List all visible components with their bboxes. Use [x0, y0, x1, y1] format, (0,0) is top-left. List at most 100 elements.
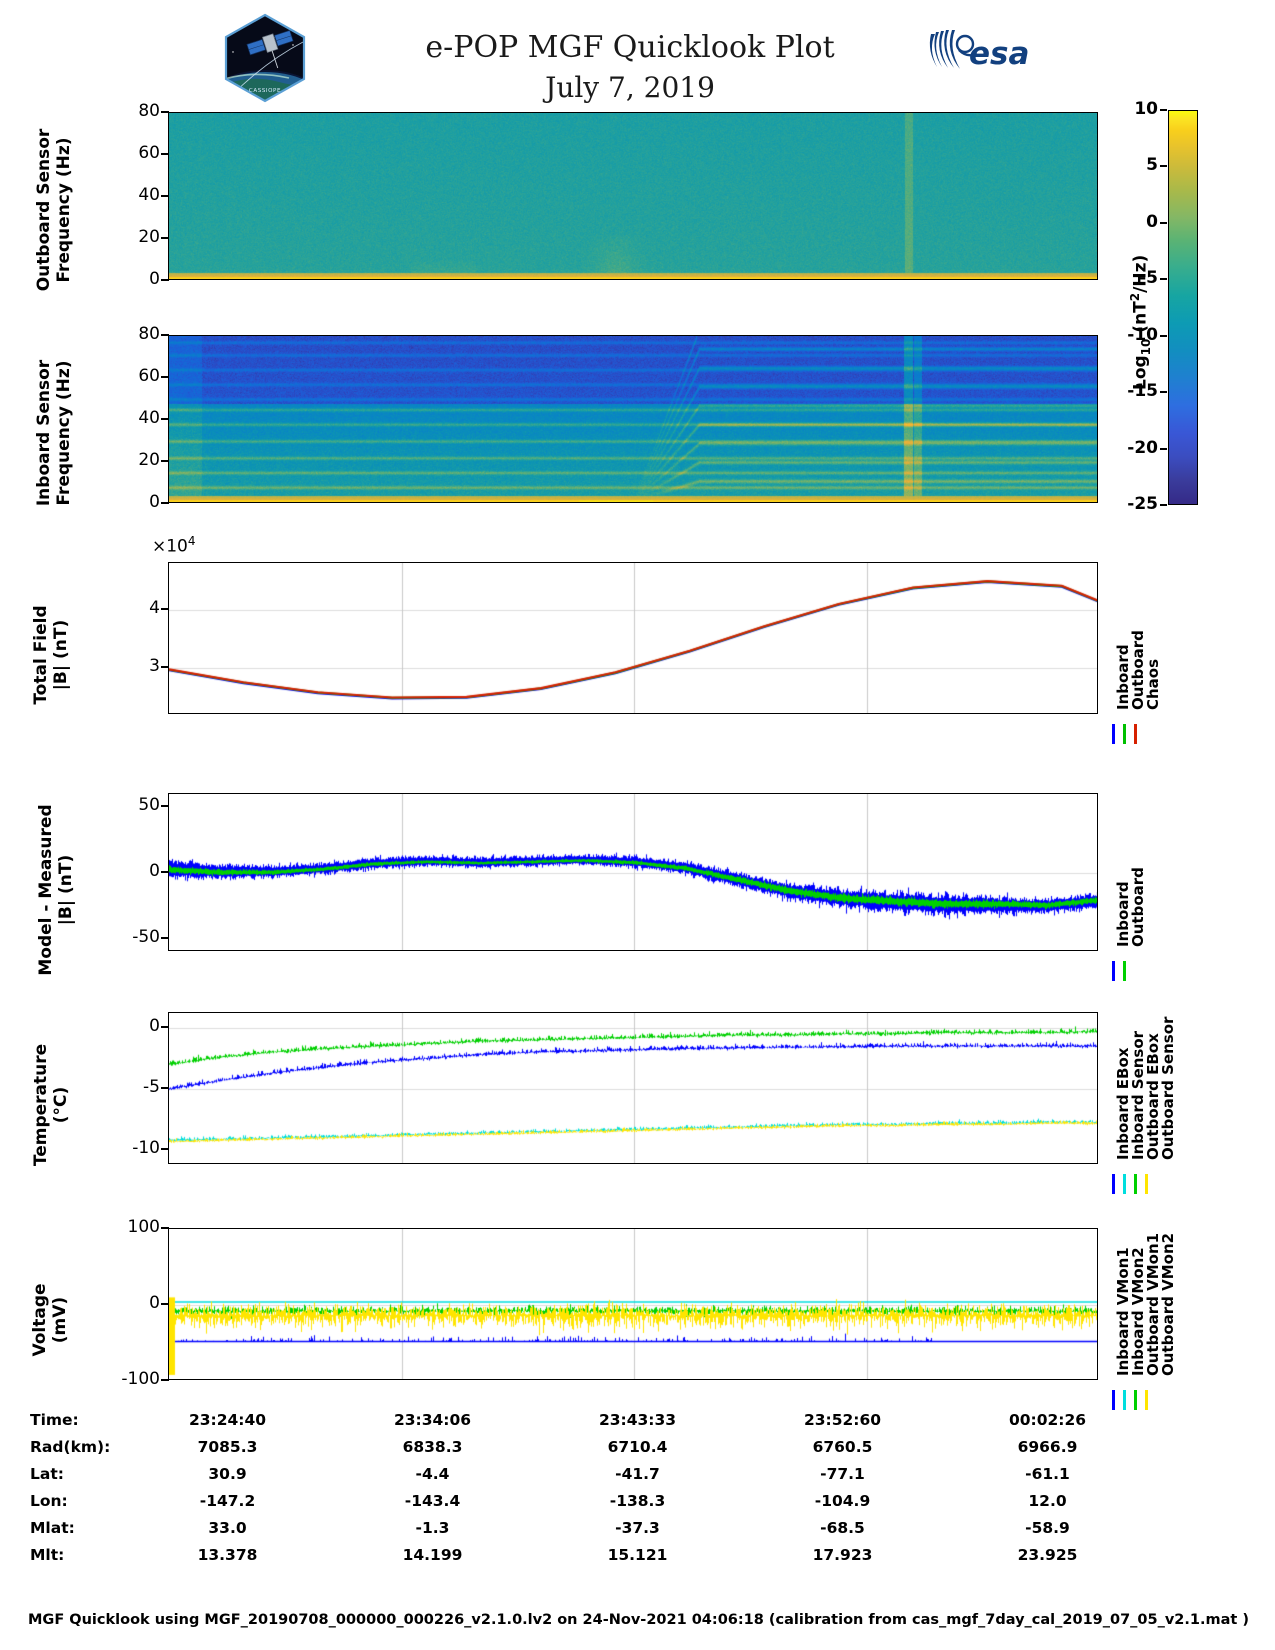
- ephemeris-value: 33.0: [208, 1518, 247, 1537]
- voltage-ylabel: Voltage (mV): [30, 1283, 70, 1357]
- ephemeris-value: 6710.4: [607, 1437, 668, 1456]
- legend-swatch: [1112, 961, 1115, 981]
- inboard-spectrogram-panel: [168, 335, 1098, 503]
- y-tick-mark: [161, 1303, 169, 1305]
- ephemeris-value: 17.923: [812, 1545, 873, 1564]
- y-tick-label: 20: [138, 450, 160, 470]
- y-tick-mark: [161, 153, 169, 155]
- ephemeris-value: 15.121: [607, 1545, 668, 1564]
- colorbar: [1168, 110, 1198, 505]
- y-tick-label: 60: [138, 143, 160, 163]
- ephemeris-value: -143.4: [404, 1491, 461, 1510]
- colorbar-tick-mark: [1160, 165, 1167, 168]
- cassiope-mission-patch: CASSIOPE: [219, 12, 311, 104]
- title-line: e-POP MGF Quicklook Plot: [425, 30, 835, 65]
- y-tick-mark: [161, 279, 169, 281]
- colorbar-tick-label: -5: [1139, 268, 1158, 289]
- y-tick-label: 100: [127, 1217, 160, 1237]
- total-field-plot: [169, 563, 1097, 713]
- colorbar-tick-label: -25: [1127, 494, 1158, 514]
- colorbar-tick-label: -20: [1127, 437, 1158, 458]
- ephemeris-row-label: Rad(km):: [30, 1437, 111, 1456]
- y-tick-mark: [161, 195, 169, 197]
- y-tick-mark: [161, 334, 169, 336]
- ephemeris-value: 6760.5: [812, 1437, 873, 1456]
- ephemeris-value: -1.3: [415, 1518, 450, 1537]
- ephemeris-value: -138.3: [609, 1491, 666, 1510]
- model-minus-measured-panel: [168, 793, 1098, 951]
- total-field-exponent: ×104: [152, 534, 196, 557]
- total-field-panel: [168, 562, 1098, 714]
- y-tick-mark: [161, 1227, 169, 1229]
- y-tick-label: -100: [121, 1369, 160, 1389]
- ephemeris-value: 23:34:06: [393, 1410, 472, 1429]
- colorbar-tick-label: 5: [1146, 155, 1158, 176]
- ephemeris-row-label: Lat:: [30, 1464, 64, 1483]
- ephemeris-value: -68.5: [820, 1518, 865, 1537]
- ephemeris-value: 13.378: [197, 1545, 258, 1564]
- legend-swatch: [1123, 1174, 1126, 1194]
- ephemeris-value: -147.2: [199, 1491, 256, 1510]
- colorbar-tick-mark: [1160, 221, 1167, 224]
- page-title: e-POP MGF Quicklook Plot July 7, 2019: [280, 28, 980, 106]
- ephemeris-value: 30.9: [208, 1464, 247, 1483]
- y-tick-label: 0: [149, 492, 160, 512]
- y-tick-label: 50: [138, 795, 160, 816]
- y-tick-label: 40: [138, 185, 160, 205]
- legend-swatch: [1112, 724, 1115, 744]
- legend-swatch: [1123, 961, 1126, 981]
- ephemeris-value: 6966.9: [1017, 1437, 1078, 1456]
- legend-swatch: [1134, 724, 1137, 744]
- ephemeris-row-label: Lon:: [30, 1491, 68, 1510]
- ephemeris-row: Time: 23:24:40 23:34:06 23:43:33 23:52:60 00:…: [30, 1406, 1150, 1433]
- y-tick-mark: [161, 871, 169, 873]
- colorbar-tick-label: 0: [1146, 211, 1158, 232]
- esa-wordmark: esa: [969, 36, 1029, 72]
- ephemeris-row: Mlt: 13.378 14.199 15.121 17.923 23.925: [30, 1541, 1150, 1568]
- y-tick-mark: [161, 376, 169, 378]
- colorbar-tick-label: 10: [1134, 99, 1158, 119]
- y-tick-mark: [161, 805, 169, 808]
- temperature-plot: [169, 1013, 1097, 1163]
- outboard-spectrogram-ylabel: Outboard Sensor Frequency (Hz): [34, 128, 74, 292]
- legend-swatch: [1112, 1390, 1115, 1410]
- colorbar-tick-label: -15: [1127, 381, 1158, 402]
- colorbar-tick-mark: [1160, 504, 1167, 506]
- y-tick-mark: [161, 502, 169, 504]
- y-tick-label: 60: [138, 366, 160, 386]
- ephemeris-value: -58.9: [1025, 1518, 1070, 1537]
- y-tick-mark: [161, 1025, 169, 1028]
- colorbar-axis-label: Log10 (nT2/Hz): [1128, 254, 1154, 390]
- ephemeris-value: -61.1: [1025, 1464, 1070, 1483]
- y-tick-label: 3: [149, 656, 160, 677]
- model-minus-measured-plot: [169, 794, 1097, 950]
- outboard-spectrogram-panel: [168, 112, 1098, 280]
- colorbar-tick-label: -10: [1127, 324, 1158, 345]
- ephemeris-row-label: Mlt:: [30, 1545, 65, 1564]
- ephemeris-value: -77.1: [820, 1464, 865, 1483]
- legend-label: Outboard VMon2: [1159, 1232, 1177, 1376]
- ephemeris-value: 6838.3: [402, 1437, 463, 1456]
- voltage-legend: Inboard VMon1 Inboard VMon2 Outboard VMon1…: [1104, 1228, 1177, 1410]
- ephemeris-value: -41.7: [615, 1464, 660, 1483]
- y-tick-label: 40: [138, 408, 160, 428]
- legend-swatch: [1134, 1174, 1137, 1194]
- y-tick-mark: [161, 666, 169, 669]
- ephemeris-value: 23:24:40: [188, 1410, 267, 1429]
- footer-caption: MGF Quicklook using MGF_20190708_000000_…: [28, 1612, 1250, 1628]
- inboard-spectrogram-image: [169, 336, 1097, 502]
- y-tick-label: 80: [138, 324, 160, 344]
- y-tick-label: 80: [138, 101, 160, 121]
- y-tick-mark: [161, 1379, 169, 1381]
- y-tick-label: 0: [149, 1293, 160, 1313]
- y-tick-label: 0: [149, 269, 160, 289]
- y-tick-label: 20: [138, 227, 160, 247]
- voltage-plot: [169, 1229, 1097, 1379]
- subtitle-line: July 7, 2019: [545, 70, 715, 104]
- legend-swatch: [1123, 724, 1126, 744]
- temperature-legend: Inboard EBox Inboard Sensor Outboard EBox O…: [1104, 1012, 1177, 1194]
- y-tick-label: -5: [143, 1077, 160, 1097]
- esa-logo: esa: [925, 28, 1045, 74]
- ephemeris-row: Lon: -147.2 -143.4 -138.3 -104.9 12.0: [30, 1487, 1150, 1514]
- y-tick-label: 0: [149, 1015, 160, 1036]
